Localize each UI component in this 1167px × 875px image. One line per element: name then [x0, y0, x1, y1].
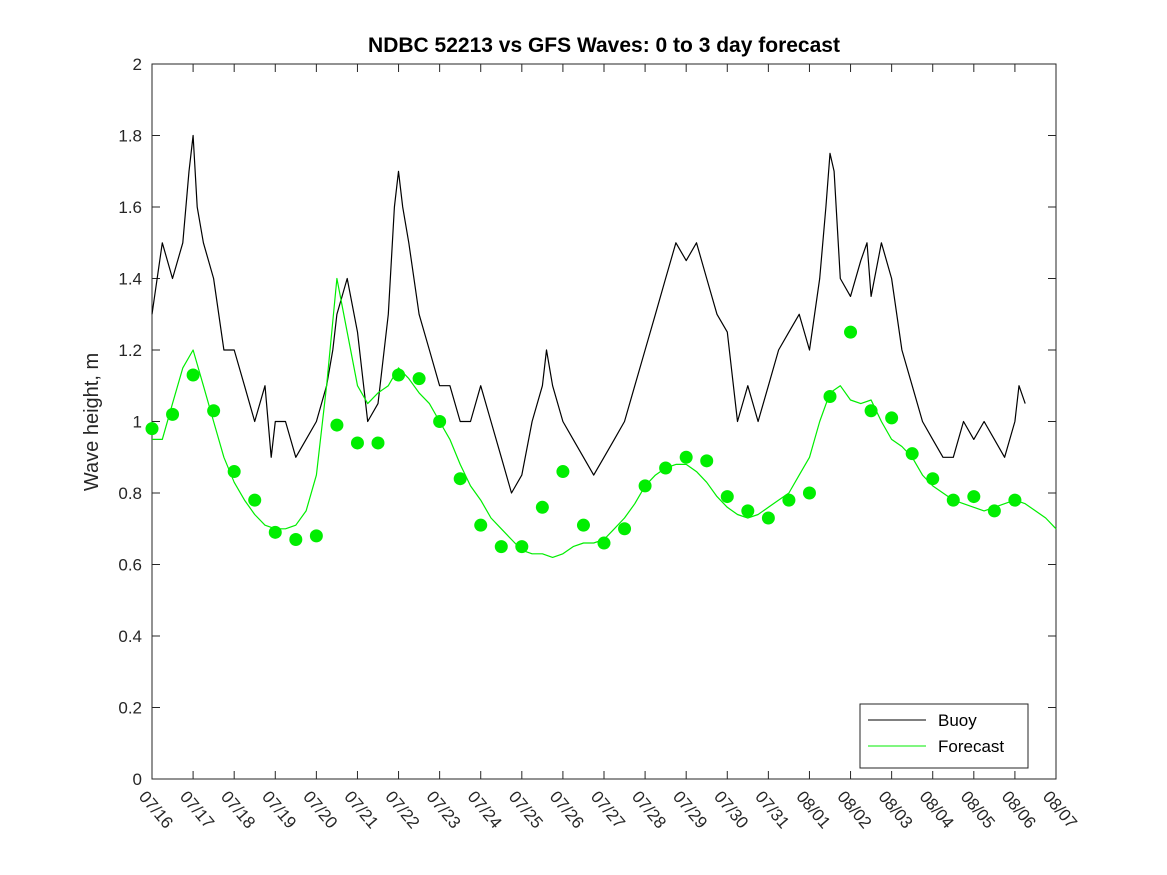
- x-tick-label: 07/25: [505, 787, 547, 832]
- forecast-point: [679, 450, 693, 464]
- forecast-point: [967, 490, 981, 504]
- forecast-point: [186, 368, 200, 382]
- forecast-point: [453, 472, 467, 486]
- forecast-point: [782, 493, 796, 507]
- x-tick-label: 07/31: [751, 787, 793, 832]
- forecast-point: [885, 411, 899, 425]
- x-tick-label: 07/21: [340, 787, 382, 832]
- forecast-point: [494, 540, 508, 554]
- x-tick-label: 07/23: [423, 787, 465, 832]
- x-tick-label: 07/20: [299, 787, 341, 832]
- x-tick-label: 07/29: [669, 787, 711, 832]
- y-tick-label: 0.6: [118, 556, 142, 575]
- forecast-point: [227, 465, 241, 479]
- forecast-point: [576, 518, 590, 532]
- x-tick-label: 08/01: [792, 787, 834, 832]
- forecast-point: [535, 500, 549, 514]
- forecast-point: [741, 504, 755, 518]
- legend-buoy-label: Buoy: [938, 711, 977, 730]
- forecast-point: [802, 486, 816, 500]
- y-tick-label: 2: [133, 55, 142, 74]
- forecast-point: [248, 493, 262, 507]
- forecast-point: [207, 404, 221, 418]
- forecast-point: [1008, 493, 1022, 507]
- x-tick-label: 07/17: [176, 787, 218, 832]
- x-tick-label: 08/04: [916, 787, 958, 832]
- forecast-point: [844, 325, 858, 339]
- axes-box: [151, 63, 1057, 780]
- forecast-point: [289, 532, 303, 546]
- chart-title: NDBC 52213 vs GFS Waves: 0 to 3 day fore…: [368, 34, 840, 57]
- forecast-series-line: [152, 277, 1057, 559]
- forecast-point: [392, 368, 406, 382]
- x-tick-label: 08/05: [957, 787, 999, 832]
- y-axis-label: Wave height, m: [81, 353, 103, 491]
- forecast-point: [987, 504, 1001, 518]
- forecast-point: [474, 518, 488, 532]
- forecast-point: [761, 511, 775, 525]
- legend-forecast-label: Forecast: [938, 737, 1004, 756]
- forecast-point: [556, 465, 570, 479]
- forecast-point: [145, 422, 159, 436]
- forecast-point: [371, 436, 385, 450]
- forecast-point: [720, 490, 734, 504]
- x-tick-label: 07/28: [628, 787, 670, 832]
- forecast-point: [412, 372, 426, 386]
- y-tick-label: 1.6: [118, 198, 142, 217]
- x-tick-label: 08/07: [1039, 787, 1081, 832]
- y-tick-label: 1.8: [118, 127, 142, 146]
- forecast-point: [515, 540, 529, 554]
- forecast-point: [268, 525, 282, 539]
- y-tick-label: 0: [133, 770, 142, 789]
- forecast-point: [309, 529, 323, 543]
- y-tick-label: 1.4: [118, 270, 142, 289]
- x-tick-label: 07/26: [546, 787, 588, 832]
- buoy-series-line: [151, 134, 1026, 494]
- forecast-point: [926, 472, 940, 486]
- y-tick-label: 0.8: [118, 484, 142, 503]
- y-tick-label: 1: [133, 413, 142, 432]
- x-tick-label: 08/03: [875, 787, 917, 832]
- x-tick-label: 07/24: [464, 787, 506, 832]
- y-tick-label: 0.4: [118, 627, 142, 646]
- forecast-point: [350, 436, 364, 450]
- forecast-point: [864, 404, 878, 418]
- legend: Buoy Forecast: [859, 703, 1029, 769]
- x-tick-label: 07/16: [135, 787, 177, 832]
- y-tick-label: 1.2: [118, 341, 142, 360]
- x-tick-label: 07/18: [217, 787, 259, 832]
- forecast-point: [946, 493, 960, 507]
- x-tick-label: 07/19: [258, 787, 300, 832]
- x-tick-label: 07/27: [587, 787, 629, 832]
- forecast-point: [597, 536, 611, 550]
- forecast-point: [905, 447, 919, 461]
- forecast-point: [433, 415, 447, 428]
- forecast-point: [823, 389, 837, 403]
- forecast-point: [166, 407, 180, 421]
- forecast-point: [659, 461, 673, 475]
- forecast-point: [618, 522, 632, 536]
- x-tick-label: 08/06: [998, 787, 1040, 832]
- legend-box: [859, 703, 1029, 769]
- y-tick-label: 0.2: [118, 699, 142, 718]
- forecast-point: [700, 454, 714, 468]
- x-tick-label: 07/30: [710, 787, 752, 832]
- x-tick-label: 07/22: [381, 787, 423, 832]
- x-tick-label: 08/02: [833, 787, 875, 832]
- forecast-point: [330, 418, 344, 432]
- forecast-point: [638, 479, 652, 493]
